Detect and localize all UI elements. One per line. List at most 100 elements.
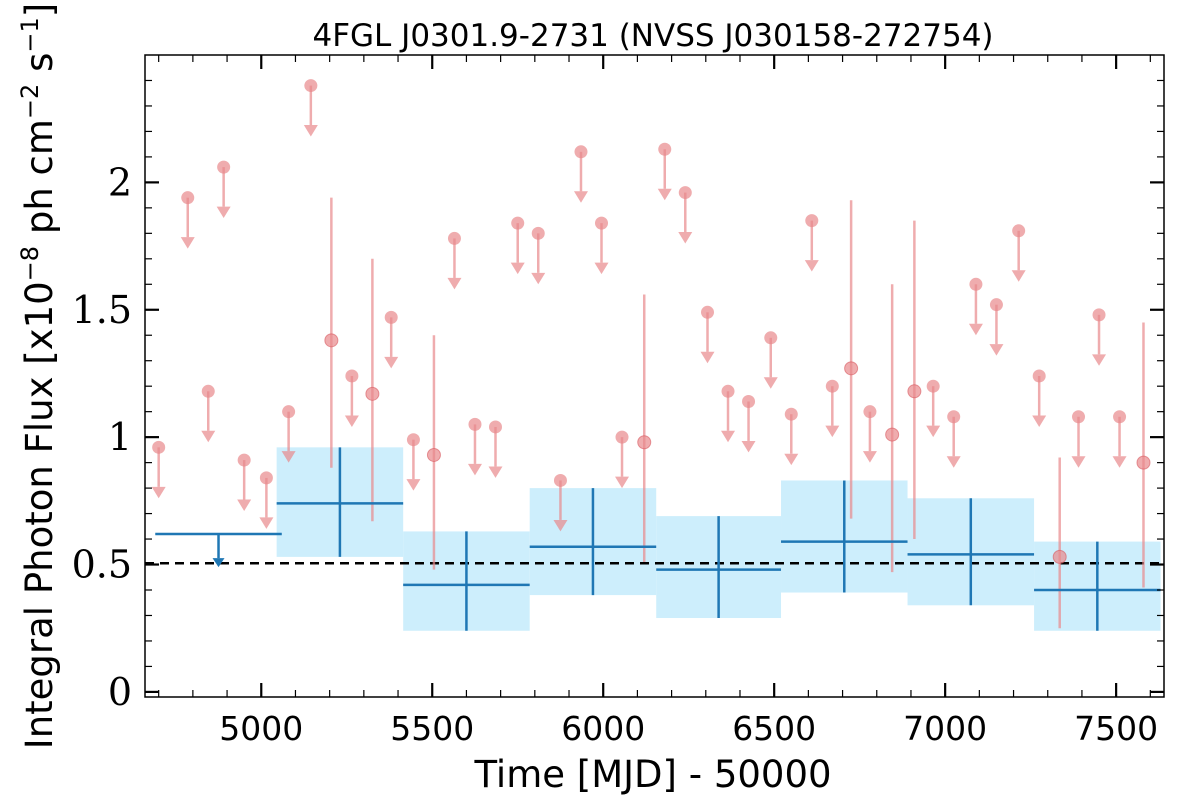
short-ul-point-37 bbox=[1092, 308, 1106, 322]
short-ul-point-38 bbox=[1113, 410, 1127, 424]
short-ul-point-1 bbox=[181, 191, 195, 205]
short-ul-arrow-35 bbox=[1032, 415, 1047, 427]
short-ul-point-15 bbox=[531, 226, 545, 240]
short-ul-arrow-23 bbox=[721, 430, 736, 443]
short-ul-arrow-22 bbox=[700, 351, 715, 364]
short-ul-point-14 bbox=[511, 216, 525, 230]
x-tick-label-5: 7500 bbox=[1074, 709, 1158, 748]
y-tick-label-0: 0 bbox=[108, 670, 132, 714]
short-ul-point-23 bbox=[721, 384, 735, 398]
short-ul-arrow-11 bbox=[447, 277, 462, 290]
y-axis-label-mid2: s bbox=[18, 53, 61, 84]
chart-title: 4FGL J0301.9-2731 (NVSS J030158-272754) bbox=[312, 18, 993, 54]
short-ul-point-17 bbox=[574, 145, 588, 159]
short-ul-arrow-37 bbox=[1092, 354, 1107, 366]
short-ul-point-10 bbox=[406, 433, 420, 447]
x-tick-label-2: 6000 bbox=[561, 709, 645, 748]
short-det-point-8 bbox=[1136, 455, 1151, 470]
short-ul-point-20 bbox=[658, 142, 672, 156]
short-ul-arrow-21 bbox=[678, 232, 693, 244]
short-ul-point-24 bbox=[742, 394, 756, 408]
short-ul-point-0 bbox=[152, 440, 166, 454]
short-ul-arrow-14 bbox=[510, 262, 525, 275]
short-ul-arrow-32 bbox=[968, 323, 983, 336]
short-ul-arrow-24 bbox=[741, 440, 756, 453]
short-ul-arrow-19 bbox=[615, 476, 630, 489]
short-det-point-7 bbox=[1052, 549, 1067, 564]
short-ul-point-26 bbox=[784, 407, 798, 421]
y-axis-label-exp1: −8 bbox=[16, 246, 44, 281]
y-axis-label-prefix: Integral Photon Flux [x10 bbox=[18, 281, 61, 749]
short-ul-arrow-27 bbox=[804, 260, 819, 272]
short-ul-arrow-31 bbox=[946, 456, 961, 468]
short-det-point-2 bbox=[426, 447, 441, 462]
short-ul-point-22 bbox=[701, 305, 715, 319]
short-det-point-3 bbox=[637, 435, 652, 450]
short-det-point-6 bbox=[907, 384, 922, 399]
short-ul-arrow-38 bbox=[1112, 456, 1127, 468]
short-ul-arrow-34 bbox=[1011, 270, 1026, 282]
short-ul-point-29 bbox=[863, 405, 877, 419]
short-ul-arrow-1 bbox=[180, 237, 195, 249]
short-det-point-1 bbox=[365, 386, 380, 401]
y-tick-label-1: 0.5 bbox=[72, 543, 132, 587]
y-axis-label-mid: ph cm bbox=[18, 119, 61, 246]
short-det-point-0 bbox=[324, 333, 339, 348]
short-ul-point-27 bbox=[805, 214, 819, 228]
short-ul-arrow-5 bbox=[259, 517, 274, 529]
short-ul-arrow-12 bbox=[467, 463, 482, 476]
short-ul-arrow-20 bbox=[657, 188, 672, 201]
short-ul-arrow-6 bbox=[281, 451, 296, 463]
short-ul-arrow-33 bbox=[989, 344, 1004, 356]
short-ul-point-21 bbox=[678, 186, 692, 200]
short-ul-arrow-25 bbox=[763, 377, 778, 389]
short-ul-arrow-0 bbox=[151, 486, 166, 499]
short-ul-arrow-10 bbox=[406, 479, 421, 491]
y-tick-label-4: 2 bbox=[108, 160, 132, 204]
short-ul-arrow-8 bbox=[344, 415, 359, 427]
x-tick-label-0: 5000 bbox=[219, 709, 303, 748]
short-ul-point-13 bbox=[488, 420, 502, 434]
short-ul-arrow-26 bbox=[784, 453, 799, 466]
short-ul-arrow-17 bbox=[573, 191, 588, 203]
short-ul-arrow-13 bbox=[488, 466, 503, 478]
short-ul-arrow-18 bbox=[594, 262, 609, 275]
x-tick-label-1: 5500 bbox=[390, 709, 474, 748]
short-ul-arrow-3 bbox=[216, 206, 231, 219]
short-ul-arrow-36 bbox=[1071, 456, 1086, 468]
short-ul-point-35 bbox=[1032, 369, 1046, 383]
short-ul-point-18 bbox=[594, 216, 608, 230]
short-ul-point-9 bbox=[384, 310, 398, 324]
short-ul-arrow-28 bbox=[825, 425, 840, 438]
short-ul-arrow-15 bbox=[531, 272, 546, 285]
short-ul-point-8 bbox=[345, 369, 359, 383]
short-ul-point-33 bbox=[989, 298, 1003, 312]
short-ul-point-34 bbox=[1012, 224, 1026, 238]
short-ul-point-36 bbox=[1072, 410, 1086, 424]
short-det-point-5 bbox=[885, 427, 900, 442]
short-ul-point-32 bbox=[969, 277, 983, 291]
y-axis-label-exp2: −2 bbox=[16, 84, 44, 119]
short-ul-point-3 bbox=[217, 160, 231, 174]
short-ul-point-2 bbox=[201, 384, 215, 398]
short-ul-arrow-2 bbox=[201, 430, 216, 443]
short-ul-point-31 bbox=[947, 410, 961, 424]
x-tick-label-4: 7000 bbox=[903, 709, 987, 748]
short-ul-point-30 bbox=[926, 379, 940, 393]
y-tick-label-2: 1 bbox=[108, 415, 132, 459]
short-ul-arrow-9 bbox=[384, 356, 399, 369]
short-ul-point-19 bbox=[615, 430, 629, 444]
x-tick-label-3: 6500 bbox=[732, 709, 816, 748]
y-axis-label-suffix: ] bbox=[18, 3, 61, 17]
short-ul-point-25 bbox=[764, 331, 778, 345]
short-ul-arrow-16 bbox=[553, 519, 568, 532]
x-axis-label: Time [MJD] - 50000 bbox=[473, 753, 831, 796]
y-axis-label: Integral Photon Flux [x10−8 ph cm−2 s−1] bbox=[16, 3, 61, 749]
short-det-point-4 bbox=[844, 361, 859, 376]
short-ul-point-28 bbox=[825, 379, 839, 393]
y-axis-label-exp3: −1 bbox=[16, 17, 44, 52]
plot-area: 5000 5500 6000 6500 7000 7500 0 0.5 1 1.5 2 bbox=[72, 54, 1165, 748]
short-ul-arrow-4 bbox=[237, 499, 252, 512]
short-ul-point-4 bbox=[237, 453, 251, 467]
